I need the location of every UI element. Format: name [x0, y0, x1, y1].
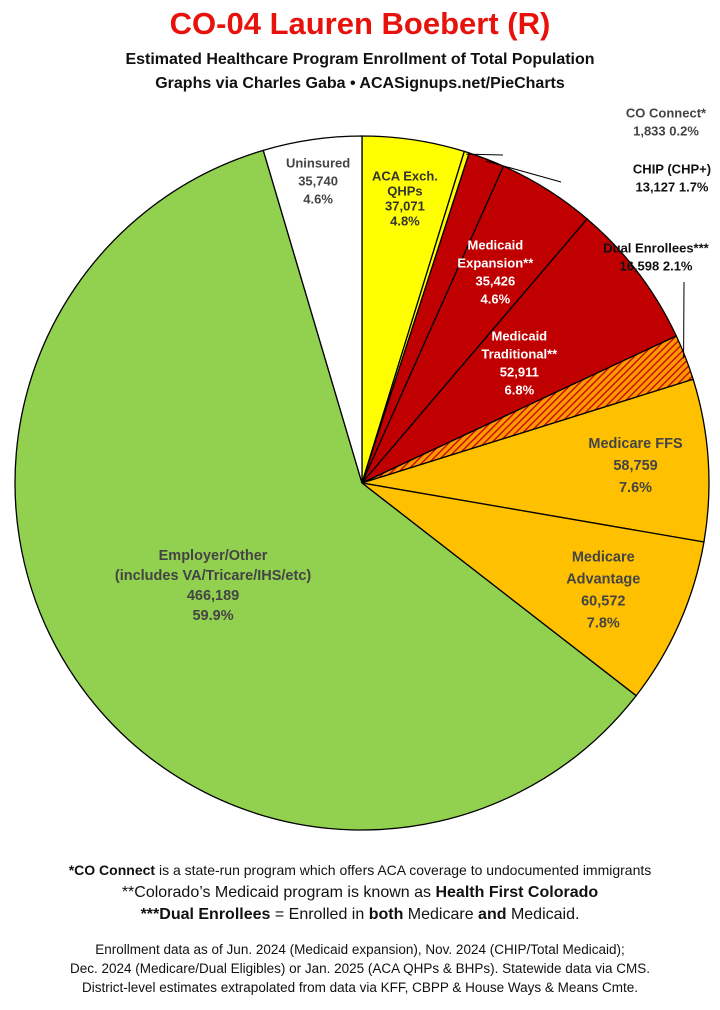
- pie-chart: ACA Exch. QHPs 37,071 4.8% CO Connect* 1,833 …: [14, 106, 711, 831]
- pie-slice-medtrad: [361, 218, 678, 484]
- source-line-1: Enrollment data as of Jun. 2024 (Medicai…: [95, 942, 625, 957]
- chart-credit: Graphs via Charles Gaba • ACASignups.net…: [155, 75, 565, 92]
- slice-label-line: 58,759: [613, 458, 657, 474]
- slice-label-line: 35,426: [475, 273, 515, 288]
- footnote-dual-text-3: Medicaid.: [506, 906, 580, 923]
- footnote-dual-text-2: Medicare: [403, 906, 479, 923]
- slice-label-adv: Medicare Advantage 60,572 7.8%: [566, 550, 640, 632]
- slice-label-employer: Employer/Other (includes VA/Tricare/IHS/e…: [115, 548, 312, 624]
- chart-subtitle: Estimated Healthcare Program Enrollment …: [125, 51, 595, 68]
- slice-label-chip: CHIP (CHP+) 13,127 1.7%: [633, 162, 711, 195]
- source-line-2: Dec. 2024 (Medicare/Dual Eligibles) or J…: [70, 961, 650, 976]
- slice-label-line: 52,911: [500, 365, 539, 380]
- slice-label-line: CHIP (CHP+): [633, 162, 711, 177]
- slice-label-line: 13,127 1.7%: [635, 180, 708, 195]
- slice-label-line: Uninsured: [286, 155, 350, 170]
- slice-label-line: ACA Exch.: [372, 168, 438, 183]
- slice-label-line: 35,740: [298, 173, 338, 188]
- slice-label-dual: Dual Enrollees*** 16,598 2.1%: [603, 241, 709, 274]
- pie-slice-employer: [14, 149, 638, 831]
- slice-label-line: Employer/Other: [159, 548, 268, 564]
- slice-label-aca: ACA Exch. QHPs 37,071 4.8%: [372, 168, 438, 228]
- slice-label-line: Advantage: [566, 572, 640, 588]
- footnote-dual-text-1: = Enrolled in: [270, 906, 369, 923]
- slice-label-line: (includes VA/Tricare/IHS/etc): [115, 568, 312, 584]
- footnote-medicaid-term: Health First Colorado: [435, 884, 599, 901]
- source-line-3: District-level estimates extrapolated fr…: [82, 980, 638, 995]
- pie-slice-adv: [361, 482, 705, 697]
- footnote-dual: ***Dual Enrollees = Enrolled in both Med…: [0, 906, 720, 924]
- slice-label-line: 4.6%: [481, 291, 511, 306]
- leader-line-coconnect: [466, 153, 504, 156]
- slice-label-line: Expansion**: [457, 255, 534, 270]
- chart-title: CO-04 Lauren Boebert (R): [169, 6, 551, 41]
- slice-label-line: Medicare: [572, 550, 635, 566]
- slice-label-line: 4.6%: [303, 191, 333, 206]
- slice-label-line: 6.8%: [505, 383, 535, 398]
- slice-label-line: Traditional**: [481, 347, 558, 362]
- slice-label-line: 60,572: [581, 594, 625, 610]
- slice-label-line: 1,833 0.2%: [633, 124, 699, 139]
- slice-label-line: Medicaid: [468, 237, 524, 252]
- slice-label-line: 7.8%: [587, 616, 620, 632]
- slice-label-coconnect: CO Connect* 1,833 0.2%: [626, 106, 707, 139]
- footnote-dual-and: and: [478, 906, 507, 923]
- slice-label-line: CO Connect*: [626, 106, 707, 121]
- footnote-co-connect: *CO Connect is a state-run program which…: [0, 862, 720, 878]
- leader-line-chip: [485, 160, 562, 183]
- footnote-medicaid-text: **Colorado’s Medicaid program is known a…: [121, 884, 436, 901]
- pie-slice-ffs: [361, 378, 710, 543]
- slice-label-medtrad: Medicaid Traditional** 52,911 6.8%: [481, 329, 558, 398]
- footnote-co-connect-text: is a state-run program which offers ACA …: [155, 862, 652, 878]
- pie-slice-uninsured: [262, 135, 363, 484]
- slice-label-line: QHPs: [387, 183, 422, 198]
- footnote-dual-both: both: [368, 906, 404, 923]
- slice-label-line: 16,598 2.1%: [619, 259, 692, 274]
- slice-label-uninsured: Uninsured 35,740 4.6%: [286, 155, 350, 206]
- slice-label-line: 4.8%: [390, 213, 420, 228]
- slice-label-line: 466,189: [187, 588, 239, 604]
- slice-label-ffs: Medicare FFS 58,759 7.6%: [588, 436, 683, 496]
- footnote-medicaid: **Colorado’s Medicaid program is known a…: [0, 884, 720, 902]
- slice-label-medexp: Medicaid Expansion** 35,426 4.6%: [457, 237, 534, 306]
- slice-label-line: Medicare FFS: [588, 436, 683, 452]
- slice-label-line: 59.9%: [192, 608, 233, 624]
- slice-label-line: Dual Enrollees***: [603, 241, 709, 256]
- footnote-co-connect-term: *CO Connect: [68, 862, 156, 878]
- slice-label-line: 7.6%: [619, 480, 652, 496]
- footnote-dual-term: ***Dual Enrollees: [140, 906, 271, 923]
- slice-label-line: Medicaid: [492, 329, 548, 344]
- slice-label-line: 37,071: [385, 198, 425, 213]
